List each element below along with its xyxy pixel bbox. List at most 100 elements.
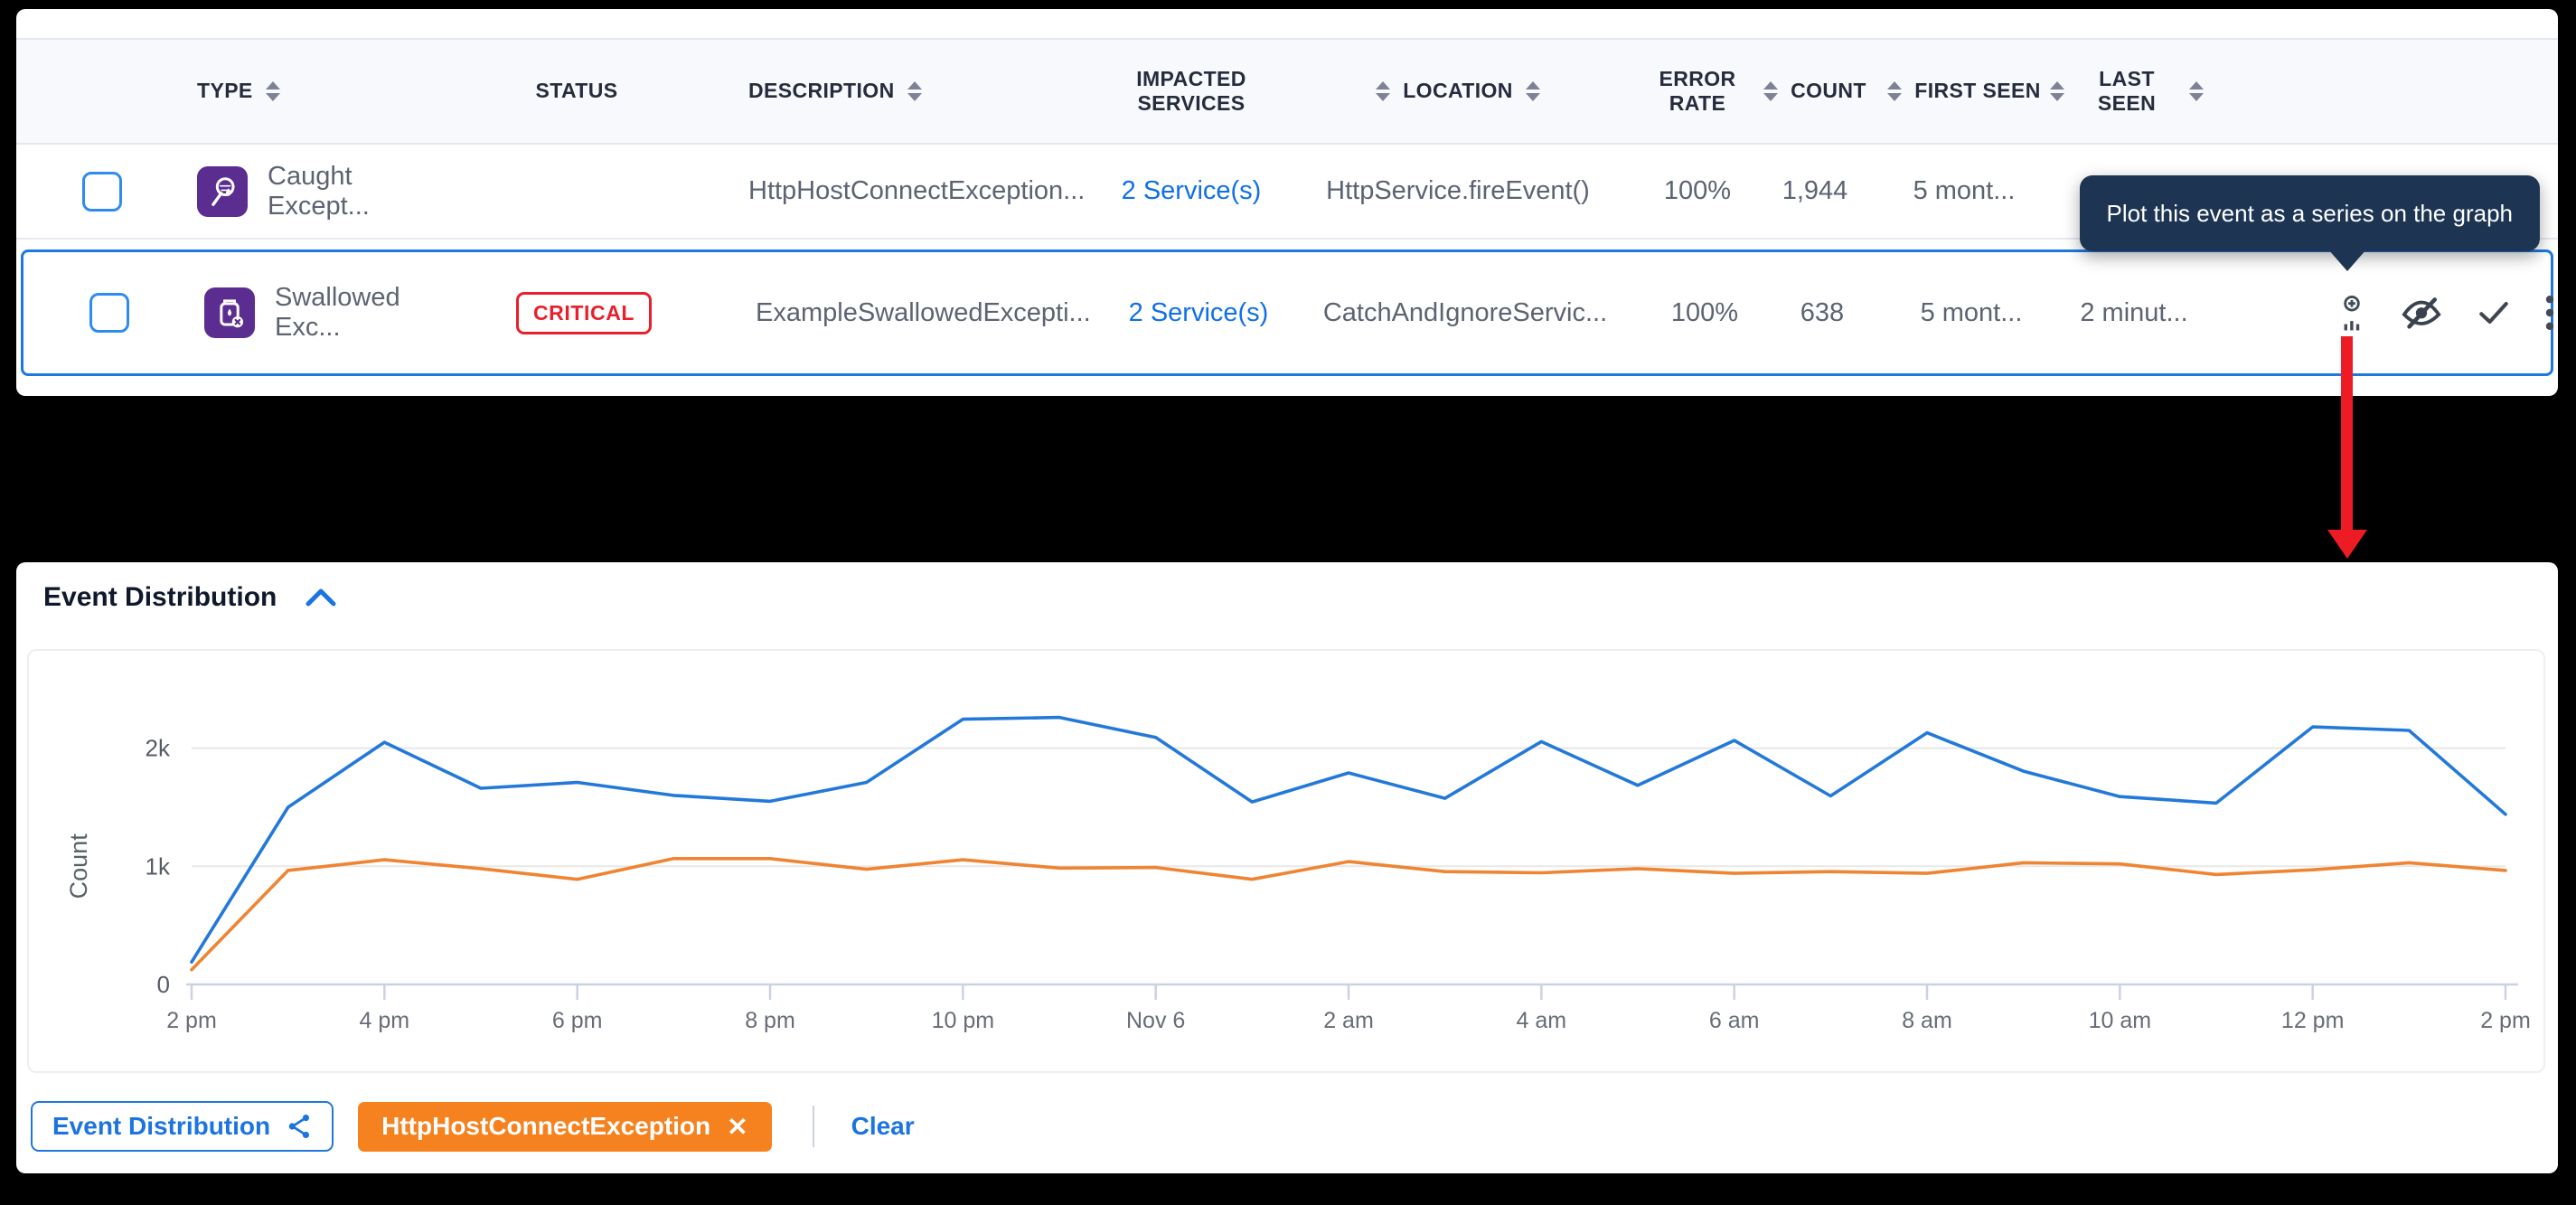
svg-text:10 am: 10 am [2089,1008,2151,1033]
sort-icon[interactable] [1376,81,1391,101]
caught-exception-icon [197,165,248,217]
status-badge: CRITICAL [515,291,653,334]
column-label: STATUS [535,79,618,103]
event-distribution-chart: 0 1k 2k Count 2 pm 4 pm 6 pm 8 pm 10 pm Nov 6 2 am… [65,715,2531,1033]
column-header-count[interactable]: COUNT [1752,40,1878,143]
count-cell: 1,944 [1782,176,1848,205]
annotation-arrow-shaft [2341,336,2353,532]
svg-text:4 pm: 4 pm [360,1008,410,1033]
impacted-services-cell: 2 Service(s) [1117,298,1280,328]
error-rate-cell: 100% [1663,176,1732,205]
column-label: LAST SEEN [2097,66,2157,115]
column-header-impacted[interactable]: IMPACTED SERVICES [1110,40,1273,143]
column-header-first_seen[interactable]: FIRST SEEN [1878,40,2050,143]
series-line-event-distribution [190,715,2507,965]
svg-text:2 am: 2 am [1323,1008,1374,1033]
column-header-last_seen[interactable]: LAST SEEN [2050,40,2204,143]
svg-text:4 am: 4 am [1517,1008,1567,1033]
impacted-services-cell: 2 Service(s) [1110,176,1273,206]
sort-icon[interactable] [2050,81,2064,101]
column-label: ERROR RATE [1659,66,1736,115]
checkbox-cell [43,171,161,212]
swallowed-exception-icon [204,287,255,338]
share-icon [288,1114,310,1139]
series-chip-label: HttpHostConnectException [381,1112,711,1140]
svg-text:8 pm: 8 pm [745,1008,795,1033]
impacted-services-link[interactable]: 2 Service(s) [1128,297,1269,327]
svg-text:8 am: 8 am [1902,1008,1952,1033]
chart-title: Event Distribution [43,582,277,612]
series-button-label: Event Distribution [52,1112,271,1140]
svg-text:2k: 2k [146,735,171,762]
type-label: Caught Except... [268,161,370,221]
column-header-type[interactable]: TYPE [161,40,459,143]
column-label: IMPACTED SERVICES [1136,66,1246,115]
column-header-status[interactable]: STATUS [459,40,694,143]
series-line-httphostconnectexception [190,857,2507,972]
svg-text:6 am: 6 am [1709,1008,1760,1033]
table-row[interactable]: Caught Except... HttpHostConnectException… [16,145,2558,240]
plot-on-graph-icon[interactable] [2337,294,2366,332]
svg-text:2 pm: 2 pm [2480,1008,2531,1033]
clear-button[interactable]: Clear [851,1112,915,1140]
type-label: Swallowed Exc... [275,283,400,342]
svg-text:Count: Count [65,833,92,899]
svg-text:Nov 6: Nov 6 [1126,1008,1185,1033]
type-cell: Caught Except... [161,162,459,221]
chart-panel [27,649,2545,1073]
row-actions-cell [2211,294,2554,332]
sort-icon[interactable] [265,81,280,101]
impacted-services-link[interactable]: 2 Service(s) [1121,176,1262,205]
column-label: FIRST SEEN [1914,79,2041,103]
sort-icon[interactable] [2189,81,2204,101]
tooltip-pointer-icon [2328,249,2366,271]
column-label: TYPE [197,79,253,103]
last-seen-cell: 2 minut... [2080,297,2188,327]
column-header-description[interactable]: DESCRIPTION [694,40,1110,143]
description-cell: HttpHostConnectException... [748,176,1086,205]
more-icon[interactable] [2545,294,2554,332]
series-button-event-distribution[interactable]: Event Distribution [31,1101,334,1152]
row-checkbox[interactable] [82,171,122,212]
sort-icon[interactable] [1763,81,1779,101]
svg-text:0: 0 [157,971,170,998]
checkbox-cell [51,293,168,333]
column-label: DESCRIPTION [748,79,895,103]
first-seen-cell: 5 mont... [1913,176,2016,205]
sort-icon[interactable] [1525,81,1540,101]
description-cell: ExampleSwallowedExcepti... [756,297,1091,327]
sort-icon[interactable] [907,81,922,101]
chart-legend-row: Event Distribution HttpHostConnectExcept… [31,1101,915,1152]
annotation-arrow-head [2327,530,2367,559]
column-header-error_rate[interactable]: ERROR RATE [1643,40,1752,143]
count-cell: 638 [1800,297,1845,327]
resolve-icon[interactable] [2477,299,2511,326]
column-label: COUNT [1791,79,1866,103]
chevron-up-icon[interactable] [304,587,338,608]
event-distribution-card: Event Distribution 0 1k 2k Count 2 pm 4 pm 6 p… [16,562,2558,1173]
svg-text:2 pm: 2 pm [166,1008,217,1033]
column-label: LOCATION [1403,79,1513,103]
svg-text:12 pm: 12 pm [2281,1008,2344,1033]
series-chip-httphostconnectexception[interactable]: HttpHostConnectException ✕ [358,1101,772,1152]
location-cell: HttpService.fireEvent() [1326,176,1590,205]
svg-text:1k: 1k [146,852,171,880]
table-row-selected[interactable]: Swallowed Exc... CRITICAL ExampleSwallowed… [21,249,2554,376]
location-cell: CatchAndIgnoreServic... [1322,297,1608,327]
hide-icon[interactable] [2401,297,2442,329]
table-header-row: TYPE STATUS DESCRIPTION IMPACTED SERVICES LO… [16,38,2558,145]
sort-icon[interactable] [1887,81,1903,101]
remove-series-icon[interactable]: ✕ [727,1112,748,1141]
column-header-location[interactable]: LOCATION [1273,40,1643,143]
column-header-select [43,40,161,143]
svg-text:6 pm: 6 pm [552,1008,603,1033]
status-cell: CRITICAL [466,291,701,334]
svg-text:10 pm: 10 pm [932,1008,994,1033]
legend-divider [812,1106,814,1147]
row-checkbox[interactable] [89,293,129,333]
error-rate-cell: 100% [1670,297,1739,327]
plot-tooltip: Plot this event as a series on the graph [2079,175,2540,271]
column-header-actions [2204,40,2558,143]
type-cell: Swallowed Exc... [168,283,466,343]
